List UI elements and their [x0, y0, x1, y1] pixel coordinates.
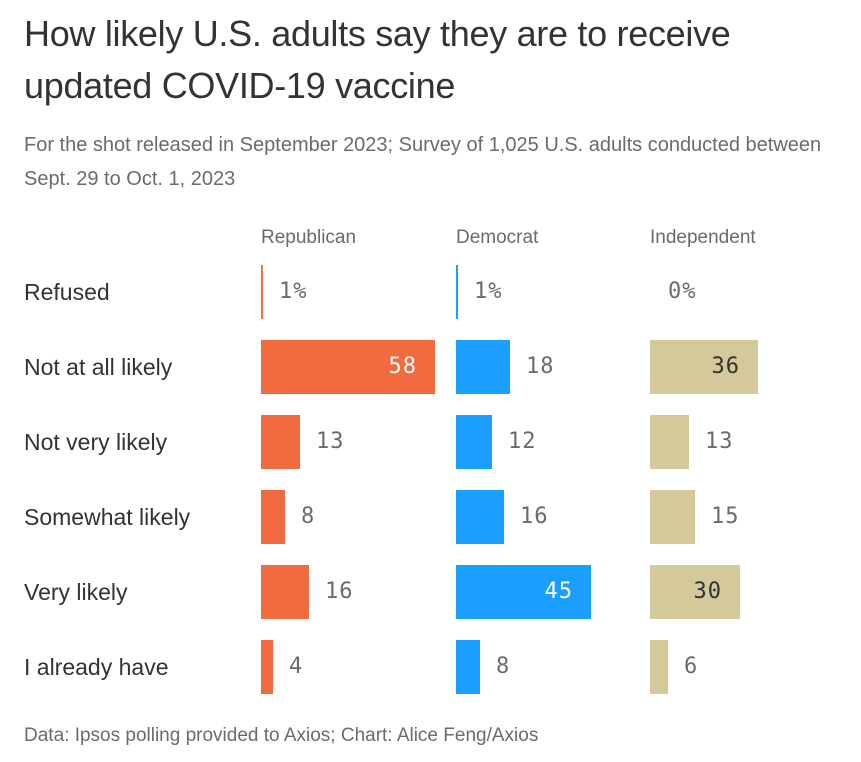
row-label: Not very likely [24, 429, 168, 455]
bar-democrat [456, 565, 591, 619]
bar-democrat [456, 640, 480, 694]
row-label: Refused [24, 279, 110, 305]
row-label: Not at all likely [24, 354, 173, 380]
bar-democrat [456, 265, 458, 319]
bar-independent [650, 415, 689, 469]
value-label: 8 [301, 504, 316, 529]
value-label: 6 [684, 654, 699, 679]
bar-democrat [456, 340, 510, 394]
value-label: 15 [711, 504, 740, 529]
column-header-independent: Independent [650, 227, 756, 248]
bar-independent [650, 565, 740, 619]
value-label: 0% [668, 279, 697, 304]
chart-title: How likely U.S. adults say they are to r… [24, 13, 731, 106]
value-label: 12 [508, 429, 537, 454]
value-label: 1% [474, 279, 503, 304]
value-label: 45 [544, 579, 573, 604]
value-label: 16 [520, 504, 549, 529]
bar-independent [650, 640, 668, 694]
value-label: 13 [316, 429, 345, 454]
source-note: Data: Ipsos polling provided to Axios; C… [24, 725, 539, 746]
value-label: 58 [388, 354, 417, 379]
bar-independent [650, 340, 758, 394]
value-label: 4 [289, 654, 304, 679]
value-label: 13 [705, 429, 734, 454]
bar-republican [261, 265, 263, 319]
value-label: 36 [711, 354, 740, 379]
column-header-republican: Republican [261, 227, 357, 248]
value-label: 30 [693, 579, 722, 604]
bar-republican [261, 340, 435, 394]
bar-democrat [456, 490, 504, 544]
bar-republican [261, 415, 300, 469]
value-label: 8 [496, 654, 511, 679]
row-label: Very likely [24, 579, 128, 605]
value-label: 1% [279, 279, 308, 304]
value-label: 16 [325, 579, 354, 604]
bar-independent [650, 490, 695, 544]
chart-subtitle: For the shot released in September 2023;… [24, 134, 822, 190]
bar-democrat [456, 415, 492, 469]
row-label: Somewhat likely [24, 504, 191, 530]
bar-republican [261, 640, 273, 694]
bar-republican [261, 490, 285, 544]
column-header-democrat: Democrat [456, 227, 539, 248]
bar-republican [261, 565, 309, 619]
row-label: I already have [24, 654, 169, 680]
value-label: 18 [526, 354, 555, 379]
